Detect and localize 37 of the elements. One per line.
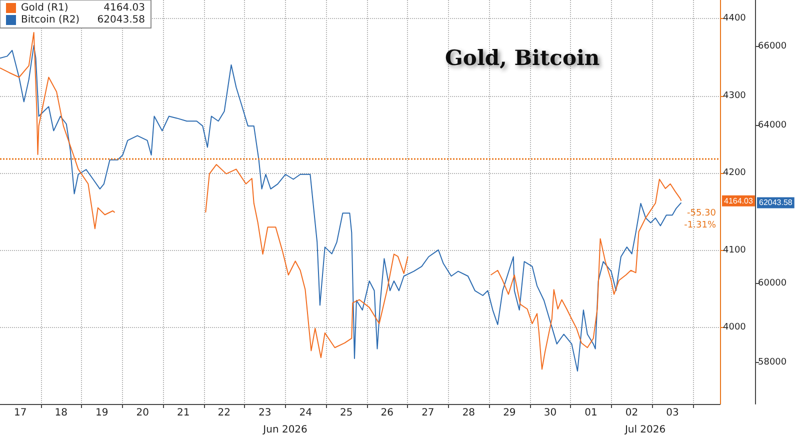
annotation: 62043.58 <box>97 14 145 26</box>
legend-label: Gold (R1) <box>21 2 68 14</box>
x-tick-label: 24 <box>299 408 312 418</box>
legend-label: Bitcoin (R2) <box>21 14 80 26</box>
text: Jun 2026 <box>262 424 308 436</box>
x-tick-label: 29 <box>503 408 516 418</box>
text: 4164.03 <box>724 196 753 206</box>
x-tick-label: 17 <box>14 408 27 418</box>
y-tick-label: 4000 <box>723 322 746 333</box>
x-tick-label: 26 <box>380 408 394 418</box>
y-tick-label: 4100 <box>723 245 746 256</box>
x-tick-label: 18 <box>54 408 68 418</box>
x-tick-label: 21 <box>177 408 190 418</box>
x-tick-label: 22 <box>218 408 231 418</box>
y-tick-label: 4400 <box>723 14 746 24</box>
y2-tick-label: 58000 <box>758 357 787 368</box>
annotation: 4164.03 <box>104 2 145 14</box>
y-tick-label: 4200 <box>723 168 746 178</box>
x-tick-label: 28 <box>462 408 476 418</box>
x-tick-label: 01 <box>584 408 598 418</box>
x-tick-label: 25 <box>340 408 353 418</box>
y2-tick-label: 64000 <box>758 120 787 130</box>
x-tick-label: 19 <box>96 408 108 418</box>
text: 62043.58 <box>759 198 792 208</box>
x-tick-label: 23 <box>258 408 272 418</box>
annotation: -55.30 <box>686 208 716 218</box>
x-tick-label: 03 <box>666 408 679 418</box>
y2-tick-label: 60000 <box>758 278 787 288</box>
x-tick-label: 30 <box>544 408 557 418</box>
y-tick-label: 4300 <box>723 90 746 101</box>
text: Jul 2026 <box>624 424 666 436</box>
text: Gold, Bitcoin <box>445 45 600 70</box>
x-tick-label: 02 <box>625 408 638 418</box>
x-tick-label: 20 <box>136 408 150 418</box>
annotation: -1.31% <box>684 220 716 230</box>
y2-tick-label: 66000 <box>758 42 787 52</box>
x-tick-label: 27 <box>422 408 434 418</box>
